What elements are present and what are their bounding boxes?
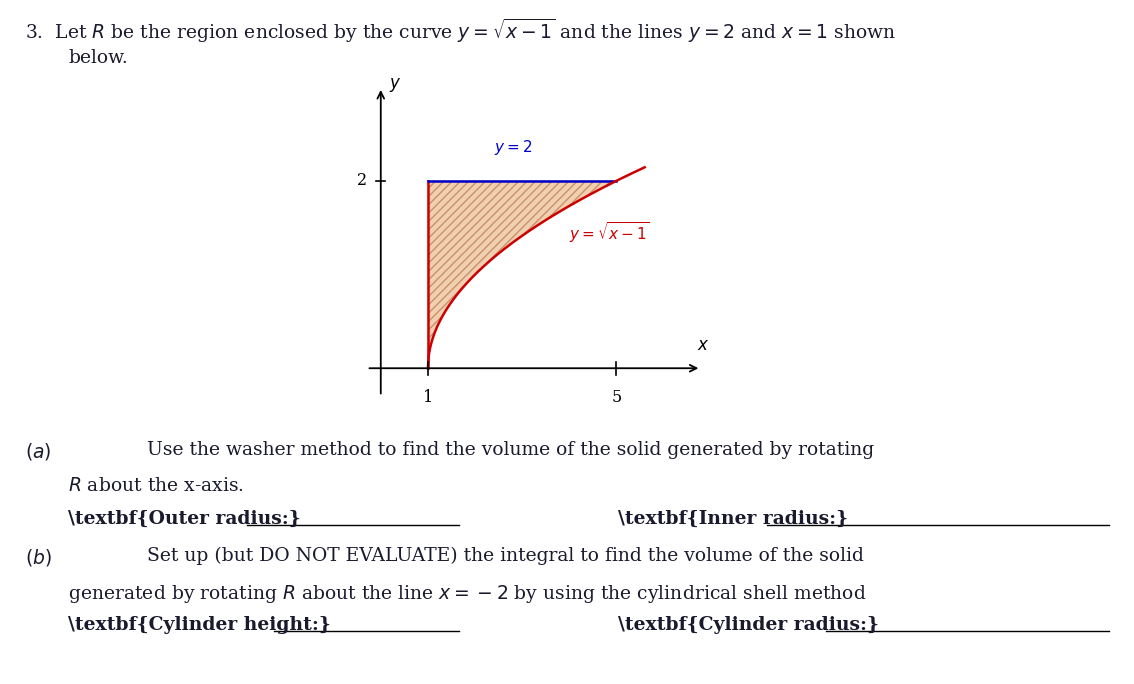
Text: \textbf{Inner radius:}: \textbf{Inner radius:} xyxy=(618,510,848,527)
Text: $(a)$: $(a)$ xyxy=(25,441,51,462)
Text: Set up (but DO NOT EVALUATE) the integral to find the volume of the solid: Set up (but DO NOT EVALUATE) the integra… xyxy=(147,547,864,566)
Text: 1: 1 xyxy=(423,389,433,406)
Text: below.: below. xyxy=(68,49,128,67)
Text: $x$: $x$ xyxy=(697,337,710,354)
Text: 5: 5 xyxy=(611,389,621,406)
Text: 3.  Let $R$ be the region enclosed by the curve $y = \sqrt{x-1}$ and the lines $: 3. Let $R$ be the region enclosed by the… xyxy=(25,17,896,45)
Text: generated by rotating $R$ about the line $x = -2$ by using the cylindrical shell: generated by rotating $R$ about the line… xyxy=(68,583,866,605)
Text: \textbf{Outer radius:}: \textbf{Outer radius:} xyxy=(68,510,301,527)
Text: $y = \sqrt{x-1}$: $y = \sqrt{x-1}$ xyxy=(569,220,650,245)
Text: \textbf{Cylinder height:}: \textbf{Cylinder height:} xyxy=(68,616,331,633)
Text: $(b)$: $(b)$ xyxy=(25,547,52,568)
Text: $R$ about the x-axis.: $R$ about the x-axis. xyxy=(68,477,244,495)
Text: $y = 2$: $y = 2$ xyxy=(493,138,532,157)
Text: \textbf{Cylinder radius:}: \textbf{Cylinder radius:} xyxy=(618,616,879,633)
Text: $y$: $y$ xyxy=(389,76,401,94)
Text: Use the washer method to find the volume of the solid generated by rotating: Use the washer method to find the volume… xyxy=(147,441,874,459)
Text: 2: 2 xyxy=(356,172,366,189)
